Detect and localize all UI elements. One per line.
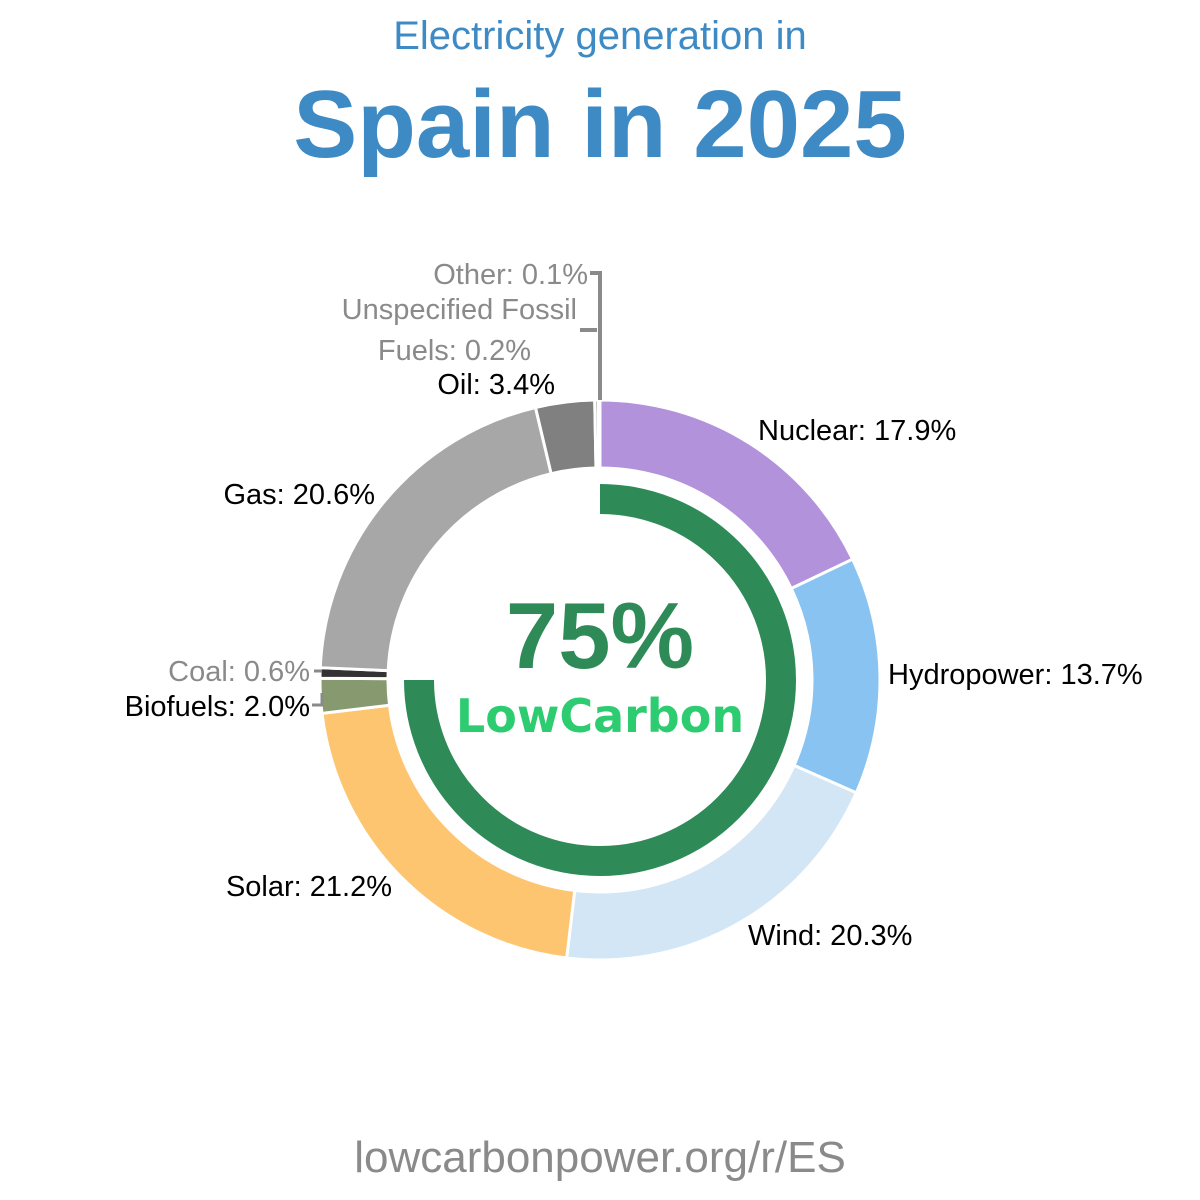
label-coal: Coal: 0.6% <box>168 656 310 688</box>
slice-other <box>596 398 602 470</box>
other-leader-line <box>590 271 602 400</box>
source-url: lowcarbonpower.org/r/ES <box>354 1133 846 1182</box>
label-gas: Gas: 20.6% <box>223 479 375 511</box>
label-biofuels: Biofuels: 2.0% <box>125 691 310 723</box>
label-hydropower: Hydropower: 13.7% <box>888 659 1143 691</box>
label-unspecified-line2: Fuels: 0.2% <box>378 335 531 367</box>
label-unspecified-line1: Unspecified Fossil <box>342 294 577 326</box>
low-carbon-ring <box>404 484 796 876</box>
low-carbon-label: LowCarbon <box>456 689 744 743</box>
label-oil: Oil: 3.4% <box>437 369 555 401</box>
label-wind: Wind: 20.3% <box>748 920 912 952</box>
low-carbon-percent: 75% <box>506 583 694 688</box>
chart-subtitle: Electricity generation in <box>393 14 807 58</box>
slice-hydropower <box>789 557 882 795</box>
donut-slices <box>318 398 882 962</box>
label-other: Other: 0.1% <box>433 259 588 291</box>
chart-title: Spain in 2025 <box>293 71 907 178</box>
biofuels-leader-line <box>312 693 324 707</box>
label-solar: Solar: 21.2% <box>226 871 392 903</box>
slice-solar <box>320 703 577 960</box>
label-nuclear: Nuclear: 17.9% <box>758 415 956 447</box>
